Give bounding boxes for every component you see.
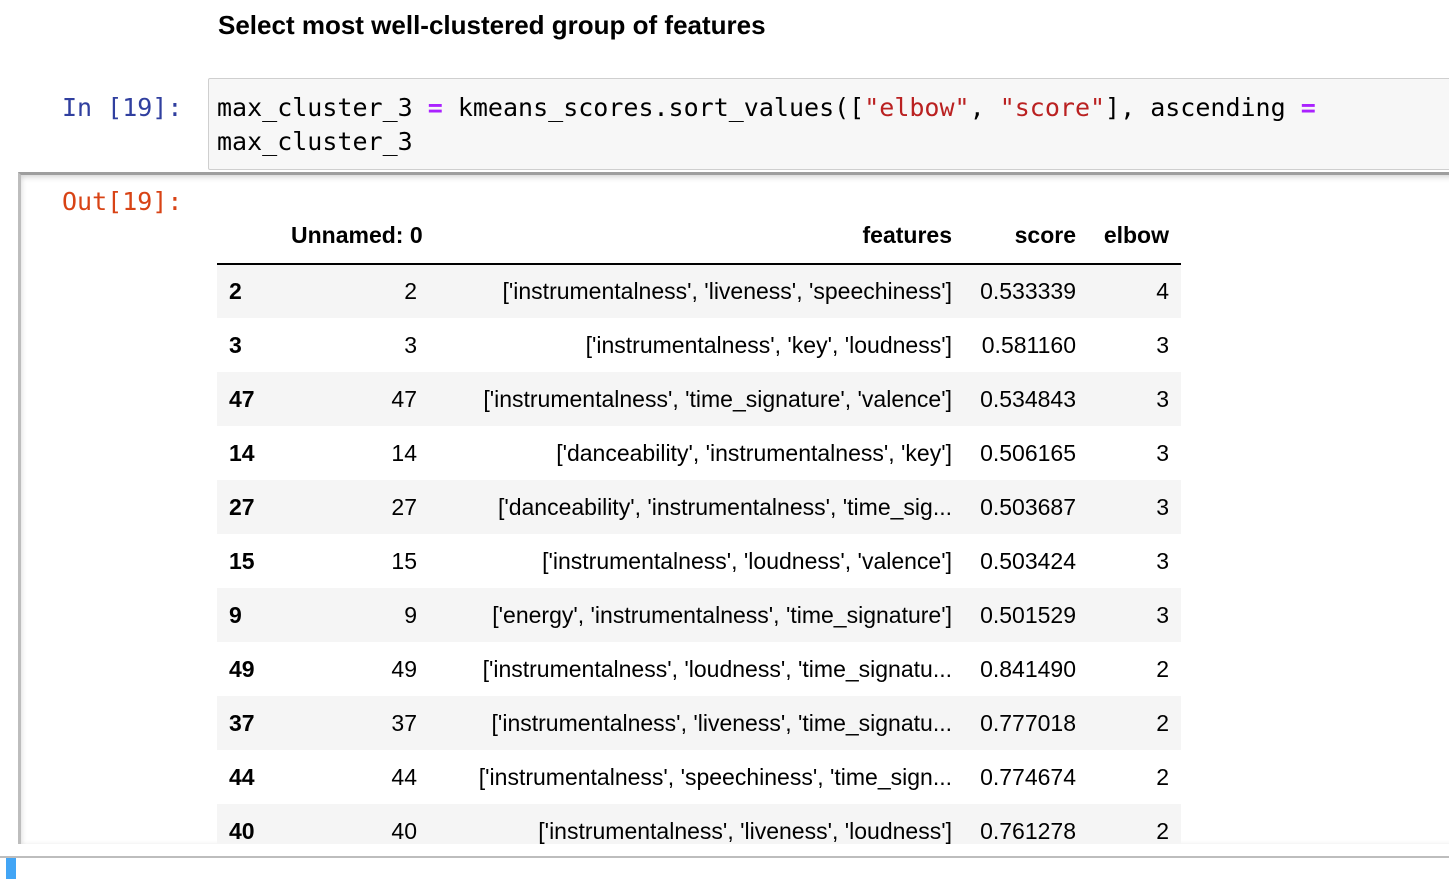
cell-score: 0.503424 [980, 547, 1076, 574]
cell-unnamed: 37 [391, 709, 417, 736]
cell-unnamed: 27 [391, 493, 417, 520]
code-variable: max_cluster_3 [217, 93, 428, 122]
cell-unnamed: 47 [391, 385, 417, 412]
cell-score: 0.501529 [980, 601, 1076, 628]
cell-features: ['instrumentalness', 'loudness', 'time_s… [482, 655, 952, 682]
code-string-score: "score" [999, 93, 1106, 122]
code-line-2[interactable]: max_cluster_3 [217, 127, 413, 156]
cell-features: ['instrumentalness', 'loudness', 'valenc… [542, 547, 952, 574]
row-index: 49 [229, 655, 255, 682]
cell-features: ['instrumentalness', 'time_signature', '… [483, 385, 952, 412]
dataframe-output: Unnamed: 0 features score elbow 2 2 ['in… [217, 208, 1181, 844]
cell-elbow: 2 [1156, 655, 1169, 682]
cell-unnamed: 44 [391, 763, 417, 790]
row-index: 2 [229, 278, 242, 304]
table-row: 15 15 ['instrumentalness', 'loudness', '… [217, 534, 1181, 588]
code-cell-editor[interactable]: max_cluster_3 = kmeans_scores.sort_value… [208, 78, 1449, 170]
cell-unnamed: 49 [391, 655, 417, 682]
cell-score: 0.534843 [980, 385, 1076, 412]
table-header-row: Unnamed: 0 features score elbow [217, 208, 1181, 265]
cell-score: 0.506165 [980, 439, 1076, 466]
cell-elbow: 4 [1156, 278, 1169, 304]
row-index: 15 [229, 547, 255, 574]
table-row: 44 44 ['instrumentalness', 'speechiness'… [217, 750, 1181, 804]
dataframe-table: Unnamed: 0 features score elbow 2 2 ['in… [217, 208, 1181, 844]
table-row: 27 27 ['danceability', 'instrumentalness… [217, 480, 1181, 534]
cell-elbow: 2 [1156, 763, 1169, 790]
cell-elbow: 3 [1156, 331, 1169, 358]
column-header-features: features [429, 208, 964, 265]
cell-elbow: 3 [1156, 439, 1169, 466]
cell-features: ['danceability', 'instrumentalness', 'ti… [497, 493, 952, 520]
cell-unnamed: 15 [391, 547, 417, 574]
row-index: 27 [229, 493, 255, 520]
cell-unnamed: 14 [391, 439, 417, 466]
cell-elbow: 3 [1156, 493, 1169, 520]
table-row: 47 47 ['instrumentalness', 'time_signatu… [217, 372, 1181, 426]
code-line-1[interactable]: max_cluster_3 = kmeans_scores.sort_value… [217, 93, 1316, 122]
cell-features: ['instrumentalness', 'liveness', 'speech… [502, 278, 953, 304]
code-string-elbow: "elbow" [864, 93, 970, 122]
row-index: 37 [229, 709, 255, 736]
cell-elbow: 3 [1156, 601, 1169, 628]
column-header-score: score [964, 208, 1088, 265]
table-row: 14 14 ['danceability', 'instrumentalness… [217, 426, 1181, 480]
table-row: 9 9 ['energy', 'instrumentalness', 'time… [217, 588, 1181, 642]
selected-cell-marker[interactable] [6, 858, 16, 879]
table-row: 49 49 ['instrumentalness', 'loudness', '… [217, 642, 1181, 696]
cell-unnamed: 40 [391, 817, 417, 844]
column-header-unnamed: Unnamed: 0 [279, 208, 429, 265]
cell-elbow: 3 [1156, 385, 1169, 412]
row-index: 47 [229, 385, 255, 412]
table-row: 3 3 ['instrumentalness', 'key', 'loudnes… [217, 318, 1181, 372]
cell-features: ['energy', 'instrumentalness', 'time_sig… [492, 601, 952, 628]
cell-score: 0.761278 [980, 817, 1076, 844]
cell-score: 0.503687 [980, 493, 1076, 520]
row-index: 14 [229, 439, 255, 466]
row-index: 3 [229, 331, 242, 358]
cell-unnamed: 2 [404, 278, 417, 304]
cell-score: 0.841490 [980, 655, 1076, 682]
output-prompt: Out[19]: [62, 187, 183, 216]
cell-unnamed: 3 [404, 331, 417, 358]
table-row: 37 37 ['instrumentalness', 'liveness', '… [217, 696, 1181, 750]
markdown-heading: Select most well-clustered group of feat… [218, 10, 766, 40]
code-operator-2: = [1300, 93, 1316, 122]
cell-features: ['instrumentalness', 'liveness', 'time_s… [491, 709, 952, 736]
cell-score: 0.777018 [980, 709, 1076, 736]
column-header-index [217, 208, 279, 265]
row-index: 40 [229, 817, 255, 844]
table-row: 40 40 ['instrumentalness', 'liveness', '… [217, 804, 1181, 844]
cell-features: ['instrumentalness', 'key', 'loudness'] [585, 331, 952, 358]
code-tail: ], ascending [1105, 93, 1301, 122]
cell-score: 0.533339 [980, 278, 1076, 304]
row-index: 9 [229, 601, 242, 628]
table-row: 2 2 ['instrumentalness', 'liveness', 'sp… [217, 264, 1181, 318]
output-area[interactable] [18, 172, 1449, 844]
next-cell-border [0, 856, 1449, 858]
column-header-elbow: elbow [1088, 208, 1181, 265]
cell-elbow: 2 [1156, 817, 1169, 844]
cell-score: 0.581160 [981, 331, 1076, 358]
input-prompt: In [19]: [62, 93, 183, 122]
cell-unnamed: 9 [404, 601, 417, 628]
row-index: 44 [229, 763, 255, 790]
cell-features: ['instrumentalness', 'liveness', 'loudne… [538, 817, 952, 844]
code-operator: = [427, 93, 443, 122]
cell-features: ['danceability', 'instrumentalness', 'ke… [556, 439, 952, 466]
code-separator: , [969, 93, 1000, 122]
cell-features: ['instrumentalness', 'speechiness', 'tim… [478, 763, 952, 790]
cell-elbow: 2 [1156, 709, 1169, 736]
code-call: kmeans_scores.sort_values([ [442, 93, 865, 122]
cell-elbow: 3 [1156, 547, 1169, 574]
cell-score: 0.774674 [980, 763, 1076, 790]
